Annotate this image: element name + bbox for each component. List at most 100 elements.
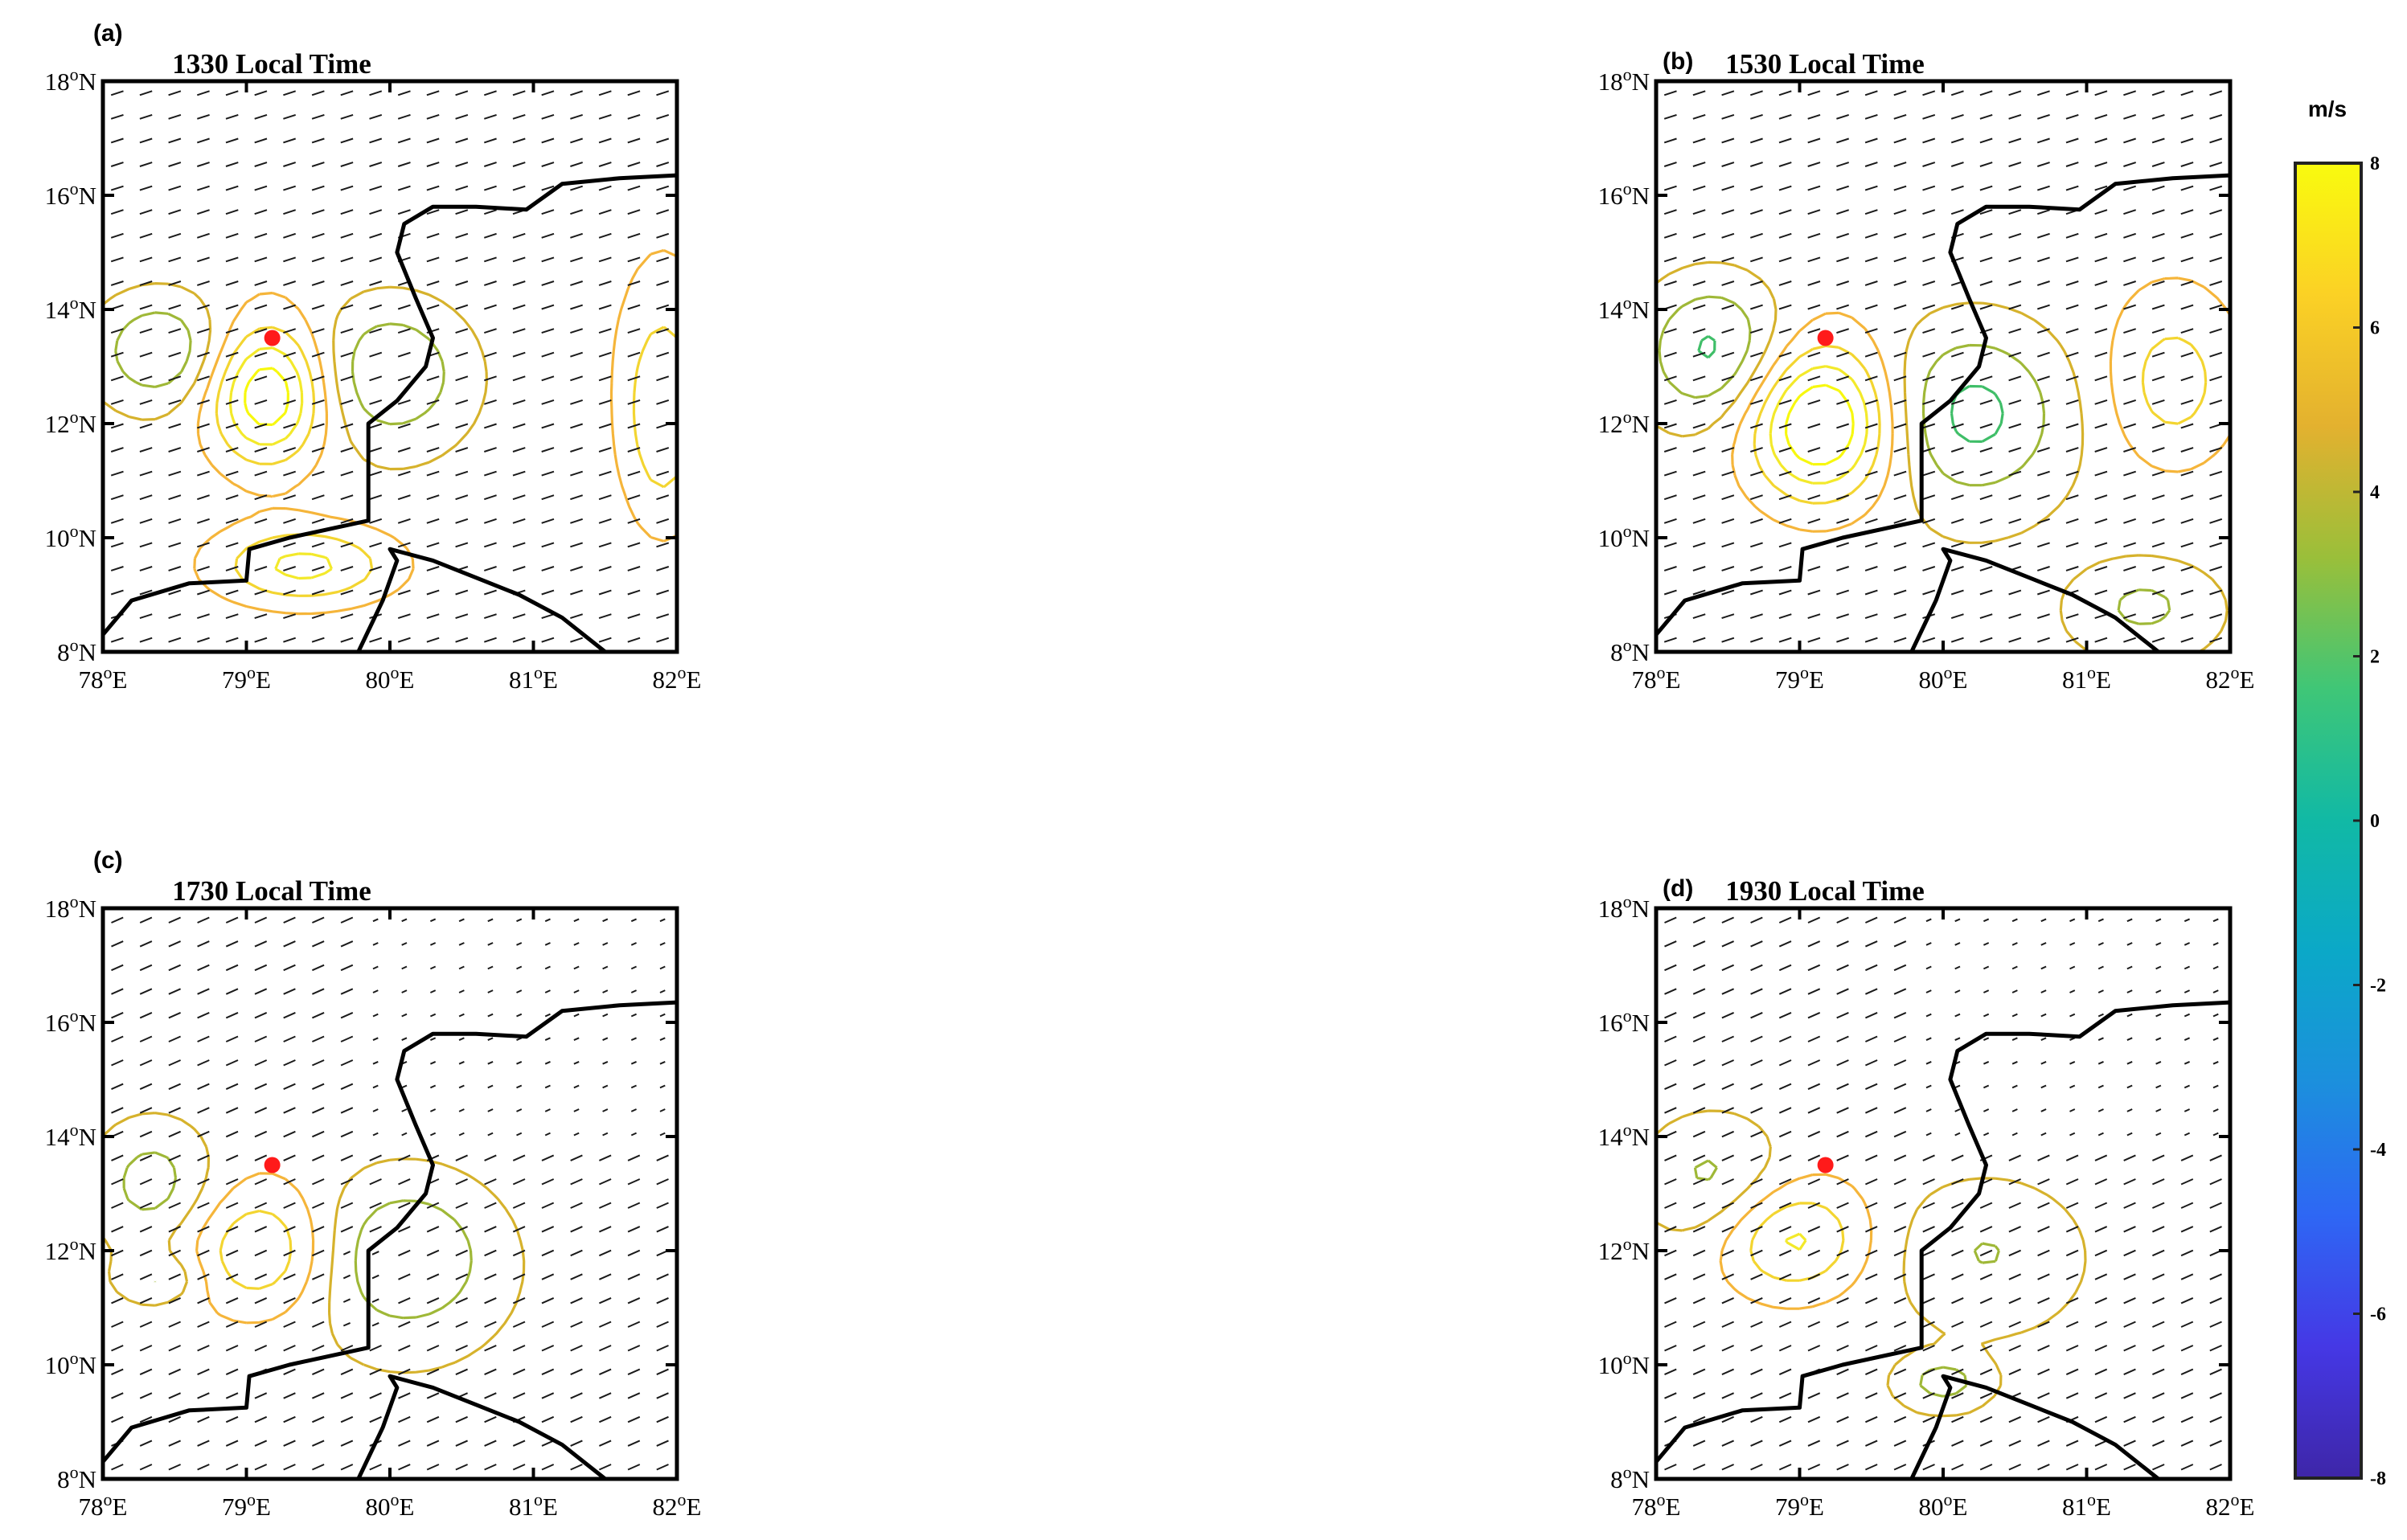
wind-vector [541, 137, 555, 144]
wind-vector [1807, 494, 1821, 501]
wind-vector [598, 1273, 612, 1280]
wind-vector [254, 494, 268, 501]
wind-vector [110, 494, 124, 501]
wind-vector [2212, 965, 2219, 970]
panel-d-title: 1930 Local Time [1725, 875, 1925, 907]
wind-vector [1807, 518, 1821, 524]
wind-vector [1778, 281, 1792, 286]
wind-vector [2011, 918, 2018, 923]
wind-vector [1836, 281, 1850, 286]
wind-vector [196, 209, 210, 215]
wind-vector [512, 542, 526, 548]
wind-vector [1750, 1083, 1763, 1091]
wind-vector [1750, 1059, 1763, 1067]
wind-vector [2094, 613, 2108, 620]
wind-vector [1807, 637, 1821, 643]
wind-vector [1893, 1440, 1907, 1447]
wind-vector [1749, 470, 1763, 477]
wind-vector [1692, 1345, 1706, 1352]
x-tick-label: 82oE [2206, 1489, 2255, 1521]
wind-vector [369, 1345, 382, 1352]
wind-vector [1979, 1202, 1993, 1209]
panel-b-site-marker [1817, 330, 1834, 346]
wind-vector [627, 613, 641, 620]
wind-vector [283, 494, 297, 501]
wind-vector [2040, 965, 2047, 970]
wind-vector [627, 351, 641, 358]
wind-vector [455, 1321, 469, 1328]
x-tick-label: 78oE [79, 662, 128, 694]
panel-a-label: (a) [93, 20, 123, 47]
wind-vector [254, 940, 268, 948]
colorbar-tick-label: 2 [2370, 647, 2380, 668]
wind-vector [1663, 328, 1677, 334]
wind-vector [168, 90, 182, 96]
wind-vector [2180, 1415, 2194, 1423]
wind-vector [340, 1059, 354, 1067]
wind-vector [2069, 965, 2076, 970]
wind-vector [1836, 1273, 1849, 1280]
wind-vector [1983, 989, 1990, 993]
wind-vector [516, 1132, 523, 1137]
wind-vector [2036, 518, 2050, 524]
wind-vector [1721, 1296, 1735, 1304]
wind-vector [2065, 566, 2079, 571]
wind-vector [254, 518, 268, 524]
wind-vector [1983, 1084, 1990, 1089]
wind-vector [1778, 328, 1792, 334]
wind-vector [1925, 989, 1932, 993]
wind-vector [659, 989, 666, 993]
wind-vector [2036, 399, 2050, 405]
wind-vector [1836, 185, 1850, 191]
wind-vector [168, 1296, 182, 1304]
y-tick-label: 8oN [57, 635, 96, 666]
wind-vector [455, 1249, 469, 1257]
wind-vector [1922, 328, 1936, 334]
wind-vector [1836, 494, 1850, 501]
wind-vector [1950, 494, 1964, 501]
wind-vector [2065, 137, 2079, 144]
wind-vector [139, 328, 153, 334]
wind-vector [340, 1011, 354, 1019]
wind-vector [2180, 1202, 2194, 1209]
wind-vector [2209, 328, 2223, 334]
wind-vector [197, 1035, 210, 1042]
wind-vector [426, 90, 440, 96]
wind-vector [1663, 185, 1677, 191]
wind-vector [627, 423, 641, 429]
wind-vector [1979, 1440, 1993, 1447]
wind-vector [1749, 613, 1763, 620]
wind-vector [1749, 113, 1763, 120]
wind-vector [2151, 399, 2165, 405]
wind-vector [168, 232, 182, 239]
wind-vector [2065, 375, 2079, 382]
wind-vector [111, 1202, 124, 1209]
wind-vector [311, 964, 325, 972]
wind-vector [1778, 494, 1792, 501]
wind-vector [2180, 1392, 2194, 1399]
wind-vector [254, 964, 268, 972]
wind-vector [225, 470, 239, 477]
wind-vector [2123, 1345, 2136, 1352]
wind-vector [512, 1392, 526, 1399]
wind-vector [1836, 566, 1850, 571]
wind-vector [225, 1296, 239, 1304]
wind-vector [544, 1060, 551, 1065]
wind-vector [483, 423, 497, 429]
wind-vector [1979, 566, 1993, 571]
wind-vector [1750, 1107, 1763, 1114]
wind-vector [342, 1251, 351, 1255]
panel-c: 78oE 79oE 80oE 81oE 82oE8oN10oN12oN14oN16oN1… [45, 847, 702, 1521]
wind-vector [197, 1392, 210, 1399]
wind-vector [541, 375, 555, 382]
wind-vector [1749, 494, 1763, 501]
wind-vector [1807, 1440, 1821, 1447]
wind-vector [340, 566, 354, 571]
wind-vector [426, 589, 440, 596]
wind-vector [458, 1060, 465, 1065]
wind-vector [2126, 965, 2133, 970]
wind-vector [225, 518, 239, 524]
panel-b-coastline [1655, 173, 2231, 653]
wind-vector [1864, 1464, 1878, 1471]
wind-vector [2069, 918, 2076, 923]
